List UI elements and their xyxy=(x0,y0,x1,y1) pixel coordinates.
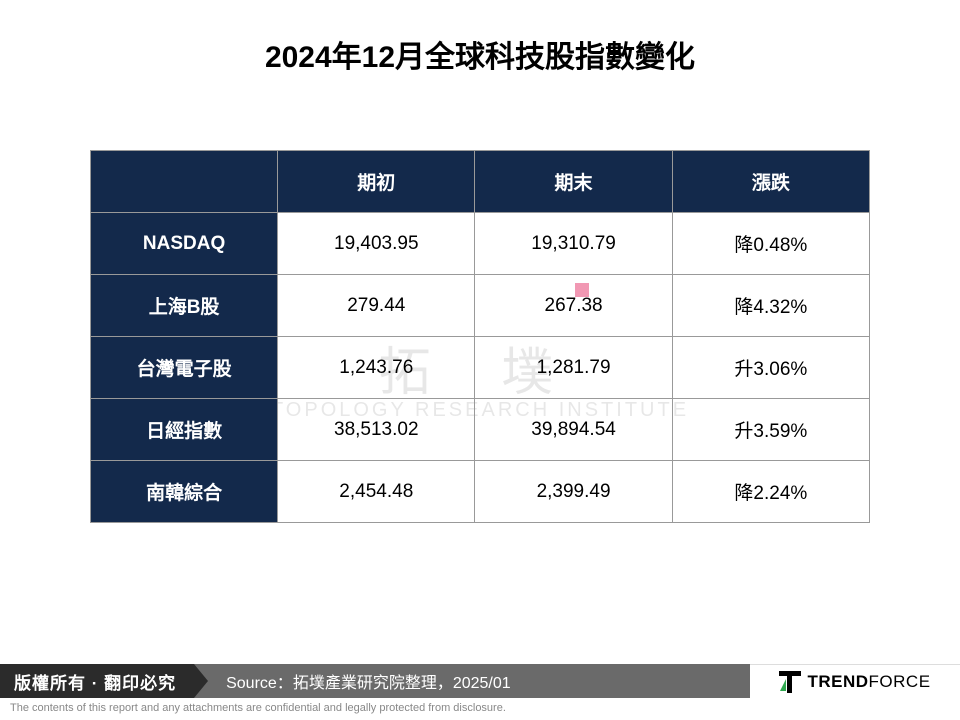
cell-start: 1,243.76 xyxy=(278,337,475,399)
row-label: 南韓綜合 xyxy=(91,461,278,523)
trendforce-logo: TRENDFORCE xyxy=(750,664,960,698)
cell-change: 升3.59% xyxy=(672,399,869,461)
table-header-row: 期初 期末 漲跌 xyxy=(91,151,870,213)
row-label: NASDAQ xyxy=(91,213,278,275)
cell-change: 降2.24% xyxy=(672,461,869,523)
cell-end: 1,281.79 xyxy=(475,337,672,399)
table-row: 日經指數 38,513.02 39,894.54 升3.59% xyxy=(91,399,870,461)
row-label: 上海B股 xyxy=(91,275,278,337)
copyright-notice: 版權所有 · 翻印必究 xyxy=(0,664,194,698)
source-text: 拓墣產業研究院整理，2025/01 xyxy=(293,669,511,693)
cell-change: 降0.48% xyxy=(672,213,869,275)
cell-end: 267.38 xyxy=(475,275,672,337)
table-row: 南韓綜合 2,454.48 2,399.49 降2.24% xyxy=(91,461,870,523)
disclaimer-text: The contents of this report and any atta… xyxy=(0,698,960,720)
slide: 2024年12月全球科技股指數變化 拓 墣 TOPOLOGY RESEARCH … xyxy=(0,0,960,720)
table-row: NASDAQ 19,403.95 19,310.79 降0.48% xyxy=(91,213,870,275)
col-header-change: 漲跌 xyxy=(672,151,869,213)
source-line: Source： 拓墣產業研究院整理，2025/01 xyxy=(194,664,750,698)
table-row: 台灣電子股 1,243.76 1,281.79 升3.06% xyxy=(91,337,870,399)
row-label: 台灣電子股 xyxy=(91,337,278,399)
col-header-start: 期初 xyxy=(278,151,475,213)
index-table: 期初 期末 漲跌 NASDAQ 19,403.95 19,310.79 降0.4… xyxy=(90,150,870,523)
cell-start: 19,403.95 xyxy=(278,213,475,275)
cell-start: 2,454.48 xyxy=(278,461,475,523)
col-header-blank xyxy=(91,151,278,213)
col-header-end: 期末 xyxy=(475,151,672,213)
cell-end: 19,310.79 xyxy=(475,213,672,275)
logo-mark-icon xyxy=(779,671,801,693)
cell-change: 升3.06% xyxy=(672,337,869,399)
logo-text: TRENDFORCE xyxy=(807,672,930,692)
data-table: 期初 期末 漲跌 NASDAQ 19,403.95 19,310.79 降0.4… xyxy=(90,150,870,523)
cell-change: 降4.32% xyxy=(672,275,869,337)
cell-start: 38,513.02 xyxy=(278,399,475,461)
footer: 版權所有 · 翻印必究 Source： 拓墣產業研究院整理，2025/01 TR… xyxy=(0,664,960,720)
table-row: 上海B股 279.44 267.38 降4.32% xyxy=(91,275,870,337)
page-title: 2024年12月全球科技股指數變化 xyxy=(0,0,960,76)
cell-start: 279.44 xyxy=(278,275,475,337)
source-label: Source： xyxy=(226,669,293,693)
footer-bar: 版權所有 · 翻印必究 Source： 拓墣產業研究院整理，2025/01 TR… xyxy=(0,664,960,698)
cell-end: 39,894.54 xyxy=(475,399,672,461)
cell-end: 2,399.49 xyxy=(475,461,672,523)
row-label: 日經指數 xyxy=(91,399,278,461)
